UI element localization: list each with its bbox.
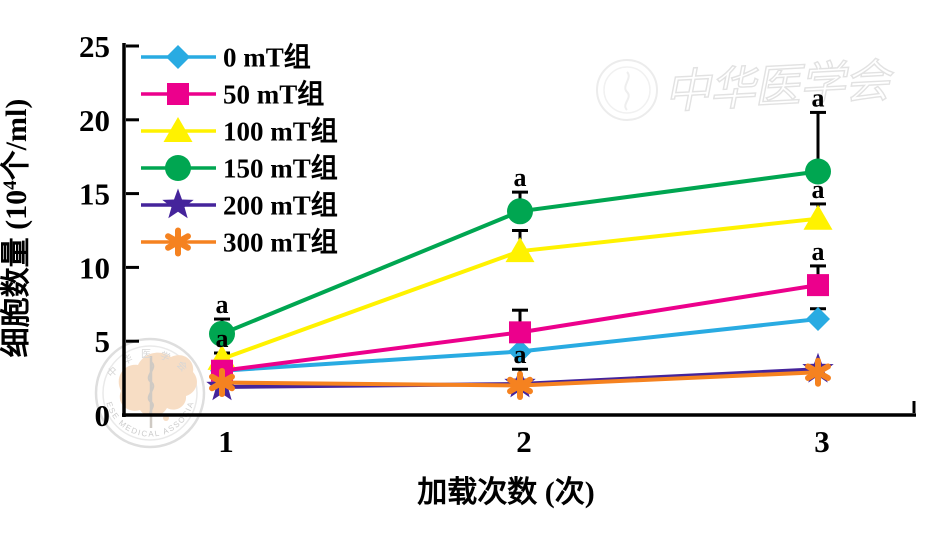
y-tick-label: 25 <box>79 29 110 64</box>
marker-asterisk-300-mT组 <box>209 373 235 392</box>
y-tick-label: 10 <box>79 250 110 285</box>
legend-label-50-mT组: 50 mT组 <box>223 79 324 110</box>
axes: 0 5 10 15 20 25 1 2 3 <box>79 29 916 459</box>
y-axis-title-suffix: 个/ml) <box>0 99 33 181</box>
legend-marker-300-mT组 <box>165 233 191 251</box>
significance-label-150-mT组: a <box>514 163 527 192</box>
significance-label-150-mT组: a <box>812 83 825 112</box>
y-axis-title-superscript: 4 <box>0 180 21 190</box>
marker-triangle-100-mT组 <box>803 204 833 230</box>
significance-label-100-mT组: a <box>812 175 825 204</box>
marker-circle-150-mT组 <box>209 320 235 347</box>
faint-snake-icon <box>624 71 630 111</box>
significance-label-100-mT组: a <box>216 324 229 353</box>
x-tick-label: 3 <box>814 424 830 459</box>
legend: 0 mT组 50 mT组 100 mT组 150 mT组 200 mT组 300 mT组 <box>141 42 338 258</box>
script-watermark-text: 中华医学会 <box>663 55 896 118</box>
x-axis-title: 加载次数 (次) <box>417 476 594 509</box>
legend-label-150-mT组: 150 mT组 <box>223 153 338 184</box>
y-tick-label: 5 <box>95 324 111 359</box>
marker-diamond-0-mT组 <box>508 339 532 364</box>
marker-diamond-0-mT组 <box>806 307 830 332</box>
significance-label-50-mT组: a <box>812 237 825 266</box>
china-map-shape <box>118 352 197 417</box>
faint-logo-inner-ring <box>603 66 651 114</box>
snake-icon <box>147 361 155 417</box>
x-tick-label: 1 <box>218 424 234 459</box>
legend-marker-150-mT组 <box>165 155 191 181</box>
y-axis-title-prefix: 细胞数量 (10 <box>0 190 33 358</box>
legend-marker-200-mT组 <box>162 188 194 219</box>
y-tick-label: 0 <box>95 398 111 433</box>
y-axis-title: 细胞数量 (104个/ml) <box>0 99 33 358</box>
watermark-cma-script: 中华医学会 <box>596 54 897 121</box>
legend-marker-50-mT组 <box>167 83 189 105</box>
y-tick-label: 15 <box>79 177 110 212</box>
marker-asterisk-300-mT组 <box>805 363 831 381</box>
marker-square-50-mT组 <box>509 321 531 344</box>
significance-label-150-mT组: a <box>216 290 229 319</box>
marker-square-50-mT组 <box>807 274 829 297</box>
marker-triangle-100-mT组 <box>505 237 535 263</box>
marker-circle-150-mT组 <box>507 198 533 225</box>
y-tick-label: 20 <box>79 103 110 138</box>
logo-inner-ring <box>102 345 198 441</box>
marker-asterisk-300-mT组 <box>507 376 533 395</box>
legend-label-300-mT组: 300 mT组 <box>223 227 338 258</box>
x-tick-label: 2 <box>516 424 532 459</box>
legend-label-100-mT组: 100 mT组 <box>223 116 338 147</box>
legend-marker-0-mT组 <box>166 45 190 69</box>
legend-marker-100-mT组 <box>163 117 193 142</box>
legend-label-200-mT组: 200 mT组 <box>223 190 338 221</box>
marker-circle-150-mT组 <box>805 158 831 185</box>
significance-label-300-mT组: a <box>514 340 527 369</box>
legend-label-0-mT组: 0 mT组 <box>223 42 311 73</box>
faint-logo-outer-ring <box>596 59 658 121</box>
